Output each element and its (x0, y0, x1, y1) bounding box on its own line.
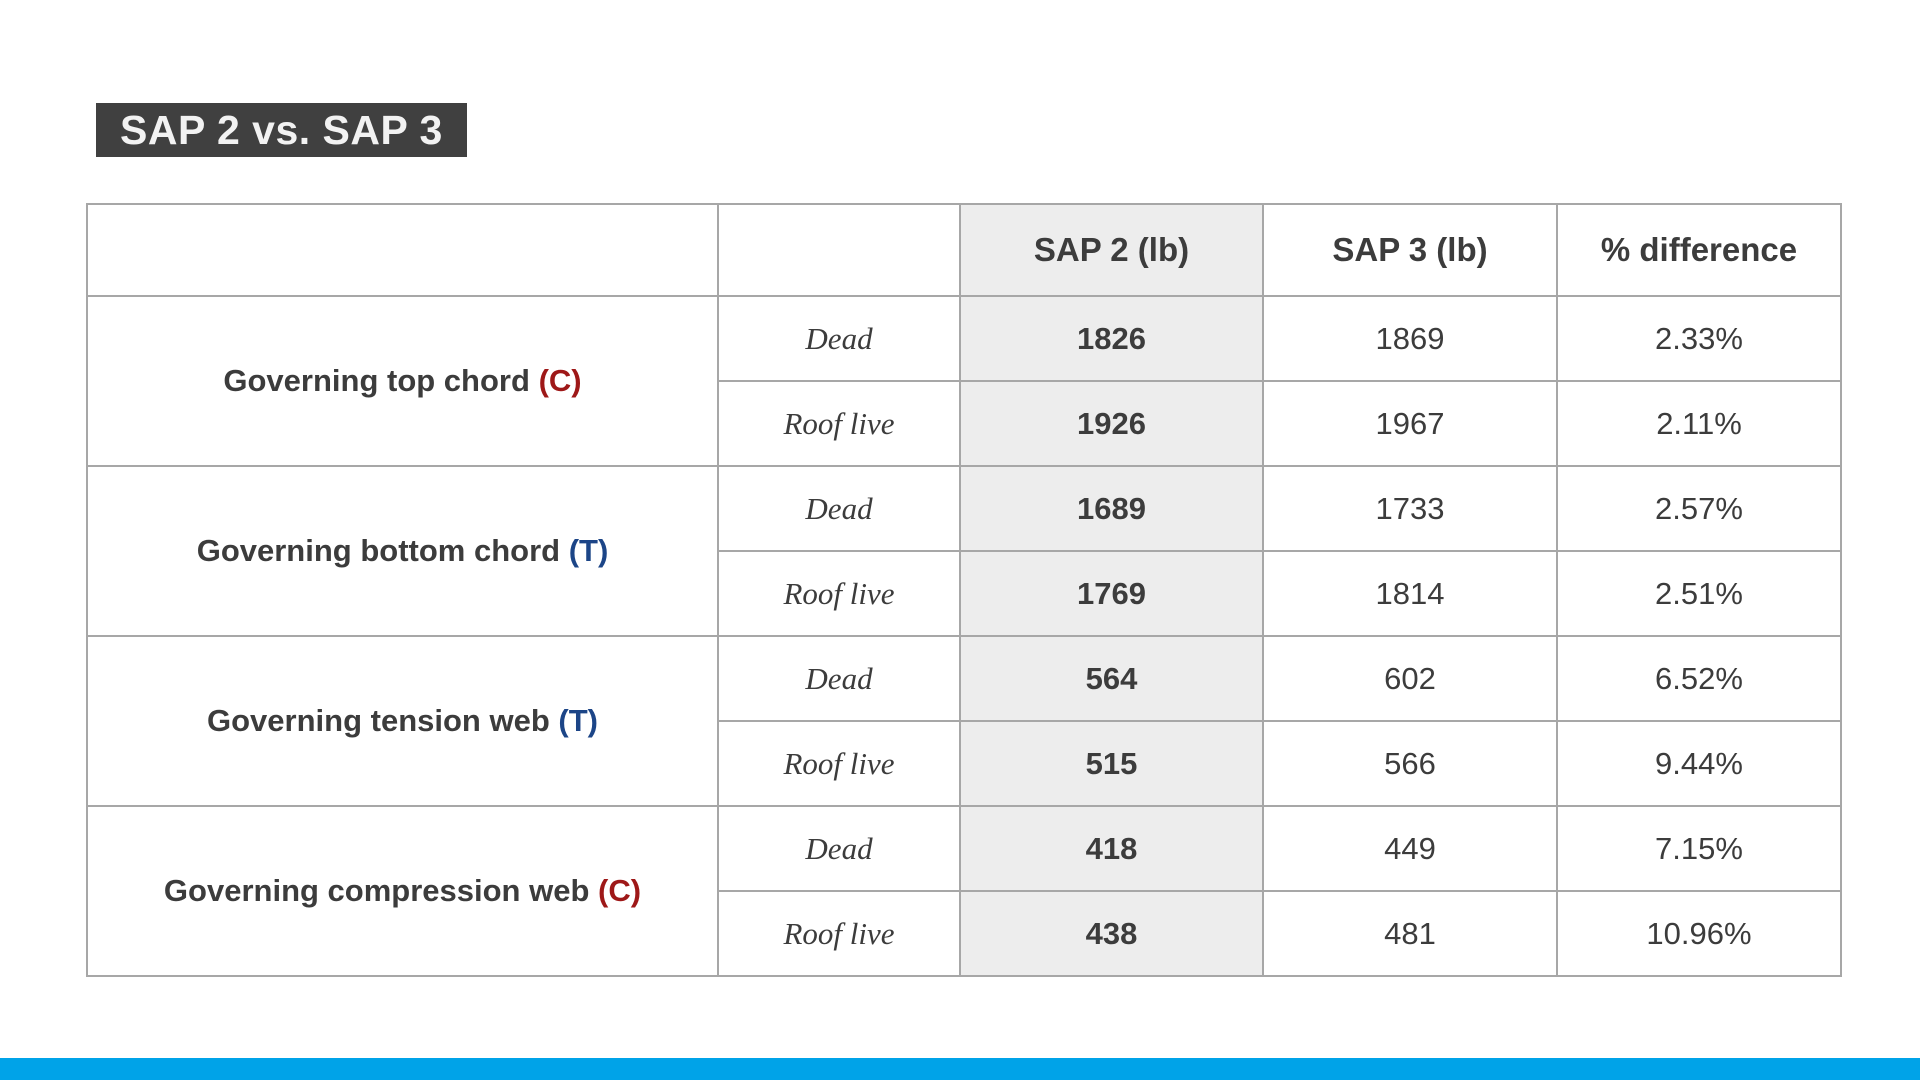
table-row: Governing bottom chord (T) Dead 1689 173… (86, 465, 1842, 637)
table-row: Roof live 1926 1967 2.11% (87, 380, 1842, 467)
sap3-value: 566 (1262, 720, 1558, 807)
slide-title: SAP 2 vs. SAP 3 (120, 107, 443, 153)
row-label-compression-web: Governing compression web (C) (86, 805, 719, 977)
diff-value: 2.57% (1556, 465, 1842, 552)
sap2-value: 564 (959, 635, 1264, 722)
bottom-accent-bar (0, 1058, 1920, 1080)
diff-value: 10.96% (1556, 890, 1842, 977)
load-case-label: Dead (717, 805, 961, 892)
diff-value: 9.44% (1556, 720, 1842, 807)
sap2-value: 1926 (959, 380, 1264, 467)
row-label-bottom-chord: Governing bottom chord (T) (86, 465, 719, 637)
diff-value: 6.52% (1556, 635, 1842, 722)
sap3-value: 449 (1262, 805, 1558, 892)
header-row: SAP 2 (lb) SAP 3 (lb) % difference (86, 203, 1842, 297)
load-case-label: Roof live (717, 550, 961, 637)
member-label: Governing tension web (207, 703, 550, 738)
table-row: Governing tension web (T) Dead 564 602 6… (86, 635, 1842, 807)
slide-title-badge: SAP 2 vs. SAP 3 (96, 103, 467, 157)
row-label-top-chord: Governing top chord (C) (86, 295, 719, 467)
diff-value: 2.33% (1556, 295, 1842, 382)
table-row: Roof live 1769 1814 2.51% (87, 550, 1842, 637)
diff-value: 2.11% (1556, 380, 1842, 467)
header-sap3: SAP 3 (lb) (1262, 203, 1558, 297)
member-force-type: (T) (568, 533, 609, 568)
load-case-label: Dead (717, 635, 961, 722)
sap3-value: 481 (1262, 890, 1558, 977)
header-sap2: SAP 2 (lb) (959, 203, 1264, 297)
member-label: Governing compression web (163, 873, 590, 908)
sap3-value: 1967 (1262, 380, 1558, 467)
load-case-label: Dead (717, 295, 961, 382)
sap3-value: 1869 (1262, 295, 1558, 382)
header-diff: % difference (1556, 203, 1842, 297)
sap2-value: 418 (959, 805, 1264, 892)
sap2-value: 438 (959, 890, 1264, 977)
sap3-value: 1733 (1262, 465, 1558, 552)
load-case-label: Dead (717, 465, 961, 552)
member-force-type: (C) (598, 873, 642, 908)
comparison-table: SAP 2 (lb) SAP 3 (lb) % difference Gover… (86, 203, 1842, 977)
member-force-type: (C) (538, 363, 582, 398)
load-case-label: Roof live (717, 890, 961, 977)
row-label-tension-web: Governing tension web (T) (86, 635, 719, 807)
member-label: Governing top chord (223, 363, 530, 398)
load-case-label: Roof live (717, 380, 961, 467)
load-case-label: Roof live (717, 720, 961, 807)
sap2-value: 1769 (959, 550, 1264, 637)
table-row: Governing top chord (C) Dead 1826 1869 2… (86, 295, 1842, 467)
member-force-type: (T) (558, 703, 598, 738)
table-row: Governing compression web (C) Dead 418 4… (86, 805, 1842, 977)
member-label: Governing bottom chord (196, 533, 561, 568)
sap3-value: 602 (1262, 635, 1558, 722)
header-load-case (717, 203, 961, 297)
sap2-value: 515 (959, 720, 1264, 807)
table-row: Roof live 438 481 10.96% (87, 890, 1842, 977)
diff-value: 7.15% (1556, 805, 1842, 892)
sap2-value: 1689 (959, 465, 1264, 552)
sap2-value: 1826 (959, 295, 1264, 382)
header-member (86, 203, 719, 297)
table-row: Roof live 515 566 9.44% (87, 720, 1842, 807)
sap3-value: 1814 (1262, 550, 1558, 637)
diff-value: 2.51% (1556, 550, 1842, 637)
